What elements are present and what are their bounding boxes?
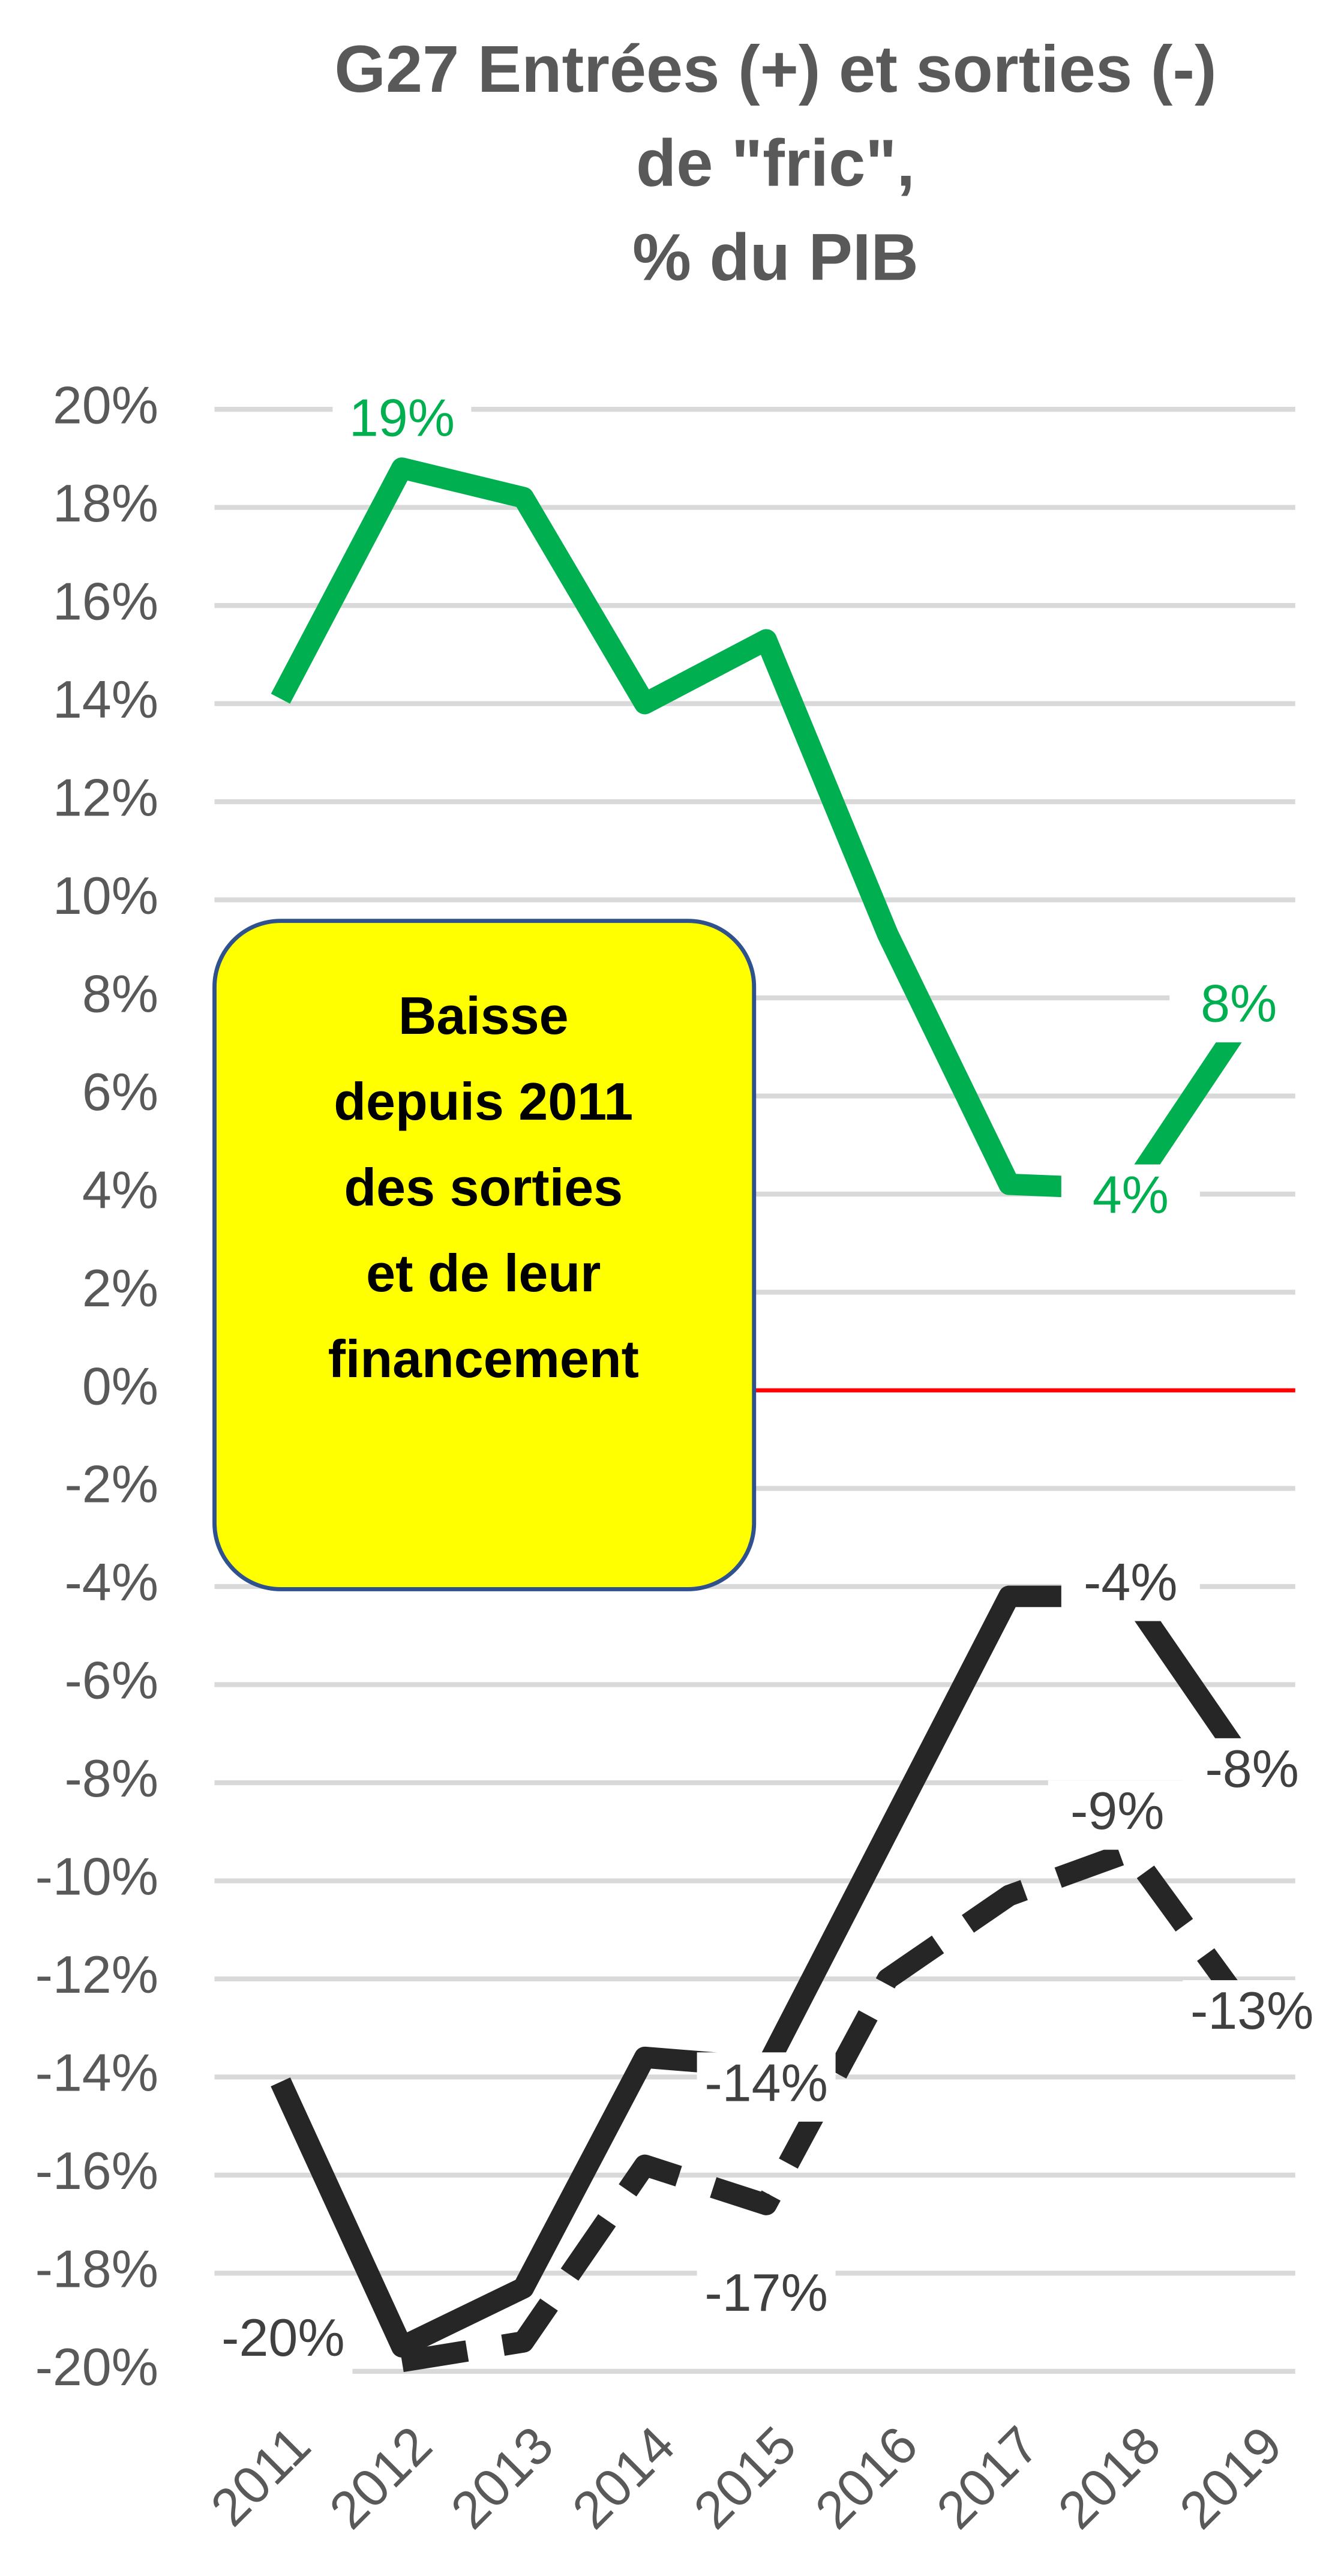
annotation-box: Baisse depuis 2011 des sorties et de leur fi…	[212, 919, 757, 1591]
annotation-line: Baisse	[398, 986, 569, 1045]
value-label: -20%	[221, 2308, 344, 2367]
value-label: -14%	[704, 2053, 827, 2112]
y-tick-label: 8%	[82, 964, 158, 1023]
title-line: de "fric",	[636, 127, 915, 200]
title-line: G27 Entrées (+) et sorties (-)	[334, 32, 1216, 106]
annotation-line: financement	[328, 1329, 639, 1389]
value-label: -8%	[1205, 1739, 1299, 1798]
x-tick-label: 2011	[199, 2415, 322, 2537]
value-label: 19%	[349, 388, 455, 447]
value-label: 8%	[1201, 974, 1277, 1033]
y-tick-label: 14%	[53, 670, 158, 729]
y-tick-label: 20%	[53, 375, 158, 434]
y-tick-label: 12%	[53, 767, 158, 827]
value-labels: 19% 4% 8% -14% -4% -8% -20% -17% -9% -13%	[214, 387, 1320, 2377]
y-tick-label: -8%	[65, 1749, 159, 1808]
chart-title: G27 Entrées (+) et sorties (-) de "fric",…	[334, 32, 1216, 295]
value-label: -4%	[1084, 1552, 1178, 1612]
label-bg	[1061, 1552, 1200, 1621]
y-tick-label: 10%	[53, 866, 158, 925]
y-tick-label: -18%	[35, 2239, 158, 2299]
y-tick-label: 16%	[53, 571, 158, 631]
x-tick-label: 2019	[1168, 2415, 1293, 2539]
annotation-rect	[212, 919, 757, 1591]
label-bg	[1169, 973, 1309, 1043]
x-tick-label: 2013	[439, 2415, 564, 2539]
x-tick-label: 2017	[925, 2415, 1050, 2539]
x-tick-label: 2018	[1046, 2415, 1171, 2539]
title-line: % du PIB	[632, 220, 919, 294]
label-bg	[697, 2262, 836, 2332]
x-tick-label: 2015	[682, 2415, 807, 2539]
x-tick-label: 2014	[561, 2415, 686, 2539]
y-tick-label: 18%	[53, 473, 158, 533]
series-line	[271, 1585, 1261, 2358]
annotation-line: et de leur	[366, 1243, 601, 1303]
label-bg	[214, 2307, 353, 2377]
x-tick-label: 2016	[803, 2415, 928, 2539]
label-bg	[697, 2052, 836, 2122]
y-tick-label: -10%	[35, 1847, 158, 1906]
x-tick-label: 2012	[318, 2415, 443, 2539]
value-label: -13%	[1190, 1981, 1313, 2040]
label-bg	[1183, 1980, 1320, 2050]
y-tick-label: 6%	[82, 1062, 158, 1121]
annotation-line: des sorties	[344, 1157, 623, 1217]
label-bg	[1183, 1738, 1320, 1808]
y-tick-label: -4%	[65, 1552, 159, 1612]
y-tick-label: 0%	[82, 1356, 158, 1416]
label-bg	[1048, 1780, 1187, 1850]
value-label: -9%	[1070, 1781, 1165, 1840]
y-tick-label: -14%	[35, 2043, 158, 2103]
y-tick-label: 4%	[82, 1160, 158, 1219]
label-bg	[332, 387, 472, 457]
value-label: 4%	[1093, 1165, 1169, 1225]
value-label: -17%	[704, 2263, 827, 2322]
y-tick-label: -6%	[65, 1651, 159, 1710]
y-tick-label: -12%	[35, 1945, 158, 2004]
y-tick-label: -16%	[35, 2141, 158, 2200]
annotation-line: depuis 2011	[334, 1072, 633, 1131]
series-line	[400, 1840, 1261, 2373]
y-tick-label: 2%	[82, 1258, 158, 1318]
y-tick-label: -20%	[35, 2337, 158, 2397]
y-tick-label: -2%	[65, 1455, 159, 1514]
label-bg	[1061, 1164, 1200, 1234]
